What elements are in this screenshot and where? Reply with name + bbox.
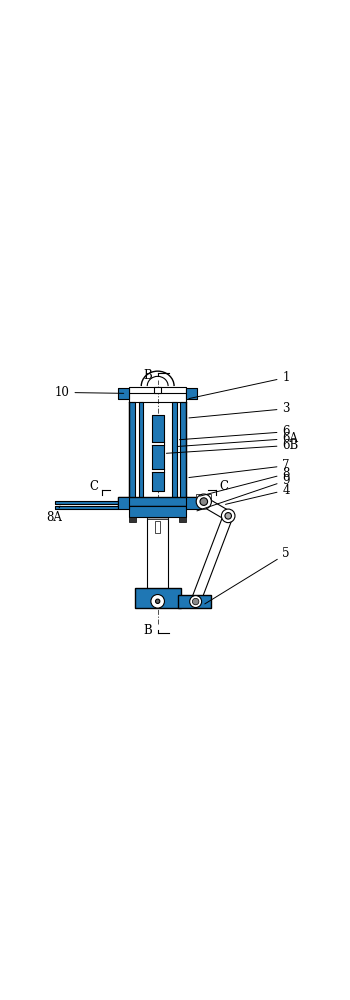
Bar [152, 415, 164, 491]
Bar [178, 595, 211, 608]
Bar [129, 517, 136, 522]
Text: 1: 1 [189, 371, 290, 399]
Bar [180, 402, 186, 505]
Bar [55, 501, 118, 504]
Bar [129, 387, 186, 393]
Circle shape [200, 498, 208, 505]
Bar [154, 387, 161, 393]
Text: B: B [144, 369, 152, 382]
Text: 6: 6 [180, 425, 290, 440]
Bar [135, 588, 181, 608]
Text: C: C [220, 480, 229, 493]
Circle shape [225, 513, 231, 519]
Bar [118, 497, 197, 506]
Bar [186, 388, 197, 399]
Text: 6B: 6B [166, 439, 299, 453]
Bar [152, 415, 164, 491]
Bar [129, 402, 135, 505]
Bar [118, 497, 129, 509]
Bar [55, 506, 118, 509]
Bar [178, 595, 211, 608]
Bar [152, 469, 164, 472]
Text: 6A: 6A [177, 432, 299, 446]
Text: 4: 4 [225, 484, 290, 504]
Bar [118, 497, 129, 509]
Bar [129, 387, 186, 393]
Bar [179, 517, 186, 522]
Bar [152, 442, 164, 445]
Circle shape [193, 598, 199, 605]
Bar [118, 388, 129, 399]
Bar [186, 388, 197, 399]
Bar [172, 402, 177, 505]
Bar [155, 521, 160, 533]
Bar [129, 402, 135, 505]
Circle shape [155, 599, 160, 603]
Bar [129, 506, 186, 517]
Circle shape [222, 509, 235, 523]
Text: C: C [90, 480, 98, 493]
Text: 9: 9 [197, 474, 290, 511]
Text: 3: 3 [189, 402, 290, 418]
Bar [154, 387, 161, 393]
Circle shape [151, 595, 164, 608]
Bar [186, 497, 201, 509]
Bar [139, 402, 143, 505]
Circle shape [196, 494, 211, 509]
Bar [180, 402, 186, 505]
Bar [186, 497, 201, 509]
Bar [139, 402, 143, 505]
Polygon shape [201, 497, 231, 520]
Polygon shape [191, 514, 233, 603]
Text: 8A: 8A [47, 506, 62, 524]
Circle shape [190, 596, 202, 608]
Bar [129, 506, 186, 517]
Bar [55, 501, 118, 504]
Text: 5: 5 [205, 547, 290, 604]
Text: 8: 8 [200, 467, 290, 496]
Bar [147, 517, 168, 589]
Bar [147, 517, 168, 519]
Bar [118, 497, 197, 506]
Bar [55, 506, 118, 509]
Text: B: B [144, 624, 152, 637]
Bar [172, 402, 177, 505]
Bar [135, 588, 181, 608]
Text: 7: 7 [189, 459, 290, 478]
Text: 10: 10 [55, 386, 124, 399]
Bar [118, 388, 129, 399]
Polygon shape [196, 494, 211, 502]
